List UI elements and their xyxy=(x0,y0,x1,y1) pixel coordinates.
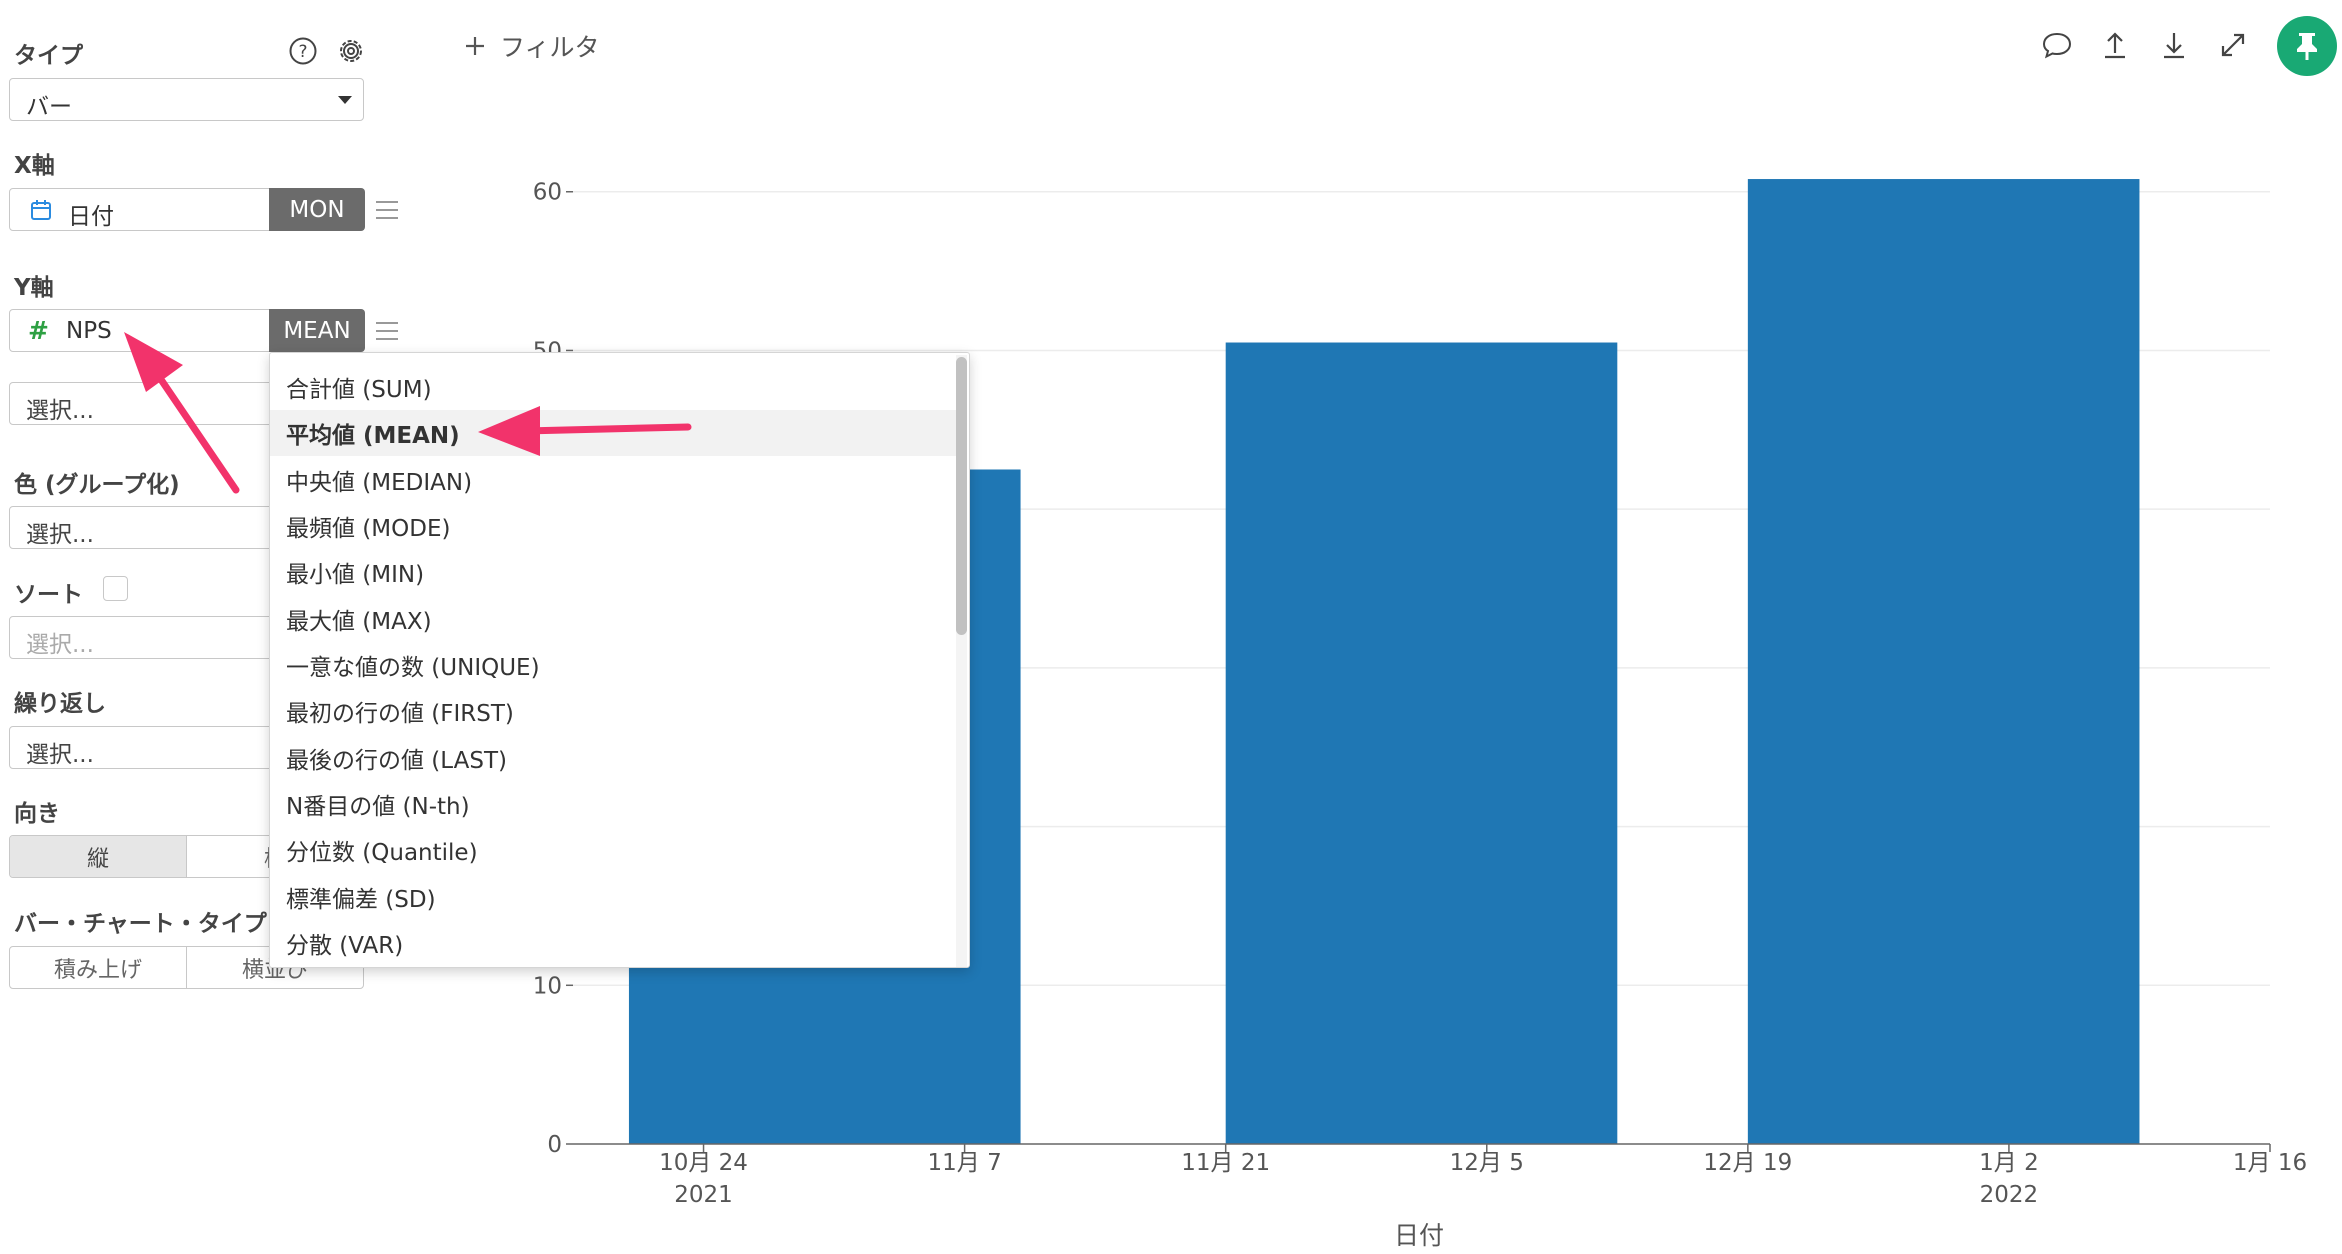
download-icon[interactable] xyxy=(2157,28,2191,62)
menu-item-quantile[interactable]: 分位数 (Quantile) xyxy=(286,840,478,866)
x-axis-field-name: 日付 xyxy=(68,204,114,230)
y-axis-label: Y軸 xyxy=(14,275,54,301)
expand-icon[interactable] xyxy=(2216,28,2250,62)
upload-icon[interactable] xyxy=(2098,28,2132,62)
calendar-icon xyxy=(31,200,51,220)
add-filter-label: フィルタ xyxy=(500,33,600,62)
y-tick-label: 10 xyxy=(533,973,562,999)
bar-2022-01 xyxy=(1747,179,2140,1144)
x-tick-label: 12月 19 xyxy=(1703,1150,1792,1176)
menu-item-last[interactable]: 最後の行の値 (LAST) xyxy=(286,748,507,774)
y-aggregation-button[interactable]: MEAN xyxy=(269,309,365,352)
plus-icon xyxy=(466,37,484,55)
y-tick-label: 0 xyxy=(547,1132,562,1158)
add-filter-button[interactable]: フィルタ xyxy=(464,28,600,64)
chart-type-value: バー xyxy=(26,94,72,120)
menu-item-var[interactable]: 分散 (VAR) xyxy=(286,933,404,959)
x-tick-label: 1月 16 xyxy=(2233,1150,2307,1176)
bar-2021-12 xyxy=(1225,342,1618,1145)
menu-item-mean[interactable]: 平均値 (MEAN) xyxy=(270,410,956,456)
type-label: タイプ xyxy=(14,43,83,69)
aggregation-dropdown-menu[interactable]: 合計値 (SUM) 平均値 (MEAN) 中央値 (MEDIAN) 最頻値 (M… xyxy=(269,352,970,968)
direction-vertical-option[interactable]: 縦 xyxy=(10,836,186,877)
sort-placeholder: 選択... xyxy=(26,632,94,658)
svg-text:?: ? xyxy=(298,42,307,62)
y-axis-second-placeholder: 選択... xyxy=(26,398,94,424)
number-hash-icon: # xyxy=(28,316,49,345)
color-group-placeholder: 選択... xyxy=(26,522,94,548)
repeat-placeholder: 選択... xyxy=(26,742,94,768)
menu-item-nth[interactable]: N番目の値 (N-th) xyxy=(286,794,470,820)
menu-item-median[interactable]: 中央値 (MEDIAN) xyxy=(286,470,473,496)
sort-label: ソート xyxy=(14,582,83,608)
menu-item-max[interactable]: 最大値 (MAX) xyxy=(286,609,432,635)
y-axis-field-name: NPS xyxy=(66,318,112,344)
menu-item-min[interactable]: 最小値 (MIN) xyxy=(286,562,425,588)
x-axis-menu-icon[interactable] xyxy=(376,201,398,219)
menu-scrollbar-thumb[interactable] xyxy=(956,357,967,635)
repeat-label: 繰り返し xyxy=(14,691,106,717)
x-tick-year-label: 2021 xyxy=(674,1182,733,1208)
y-tick-label: 60 xyxy=(533,180,562,206)
color-group-label: 色 (グループ化) xyxy=(14,472,180,498)
x-tick-label: 12月 5 xyxy=(1450,1150,1524,1176)
menu-scrollbar-track[interactable] xyxy=(956,355,967,967)
direction-label: 向き xyxy=(14,801,60,827)
bar-type-stacked-option[interactable]: 積み上げ xyxy=(53,957,142,983)
x-tick-label: 11月 7 xyxy=(928,1150,1002,1176)
bar-type-label: バー・チャート・タイプ xyxy=(14,911,267,937)
x-tick-label: 11月 21 xyxy=(1181,1150,1270,1176)
gear-icon[interactable] xyxy=(336,36,366,66)
menu-item-mode[interactable]: 最頻値 (MODE) xyxy=(286,516,451,542)
x-tick-year-label: 2022 xyxy=(1980,1182,2039,1208)
help-icon[interactable]: ? xyxy=(288,36,318,66)
menu-item-sum[interactable]: 合計値 (SUM) xyxy=(286,377,432,403)
x-axis-title: 日付 xyxy=(1394,1221,1445,1250)
pin-icon xyxy=(2297,33,2317,60)
pin-button[interactable] xyxy=(2277,16,2337,76)
x-axis-label: X軸 xyxy=(14,153,55,179)
y-axis-menu-icon[interactable] xyxy=(376,322,398,340)
comment-icon[interactable] xyxy=(2040,28,2074,62)
direction-toggle[interactable]: 縦 横 xyxy=(9,835,364,878)
chevron-down-icon xyxy=(338,96,352,104)
x-tick-label: 10月 24 xyxy=(659,1150,748,1176)
x-tick-label: 1月 2 xyxy=(1979,1150,2039,1176)
sort-checkbox[interactable] xyxy=(103,576,128,601)
menu-item-sd[interactable]: 標準偏差 (SD) xyxy=(286,887,436,913)
bar-type-toggle[interactable]: 積み上げ 横並び xyxy=(9,946,364,989)
menu-item-unique[interactable]: 一意な値の数 (UNIQUE) xyxy=(286,655,540,681)
x-aggregation-button[interactable]: MON xyxy=(269,188,365,231)
chart-type-select[interactable]: バー xyxy=(9,78,364,121)
menu-item-first[interactable]: 最初の行の値 (FIRST) xyxy=(286,701,514,727)
